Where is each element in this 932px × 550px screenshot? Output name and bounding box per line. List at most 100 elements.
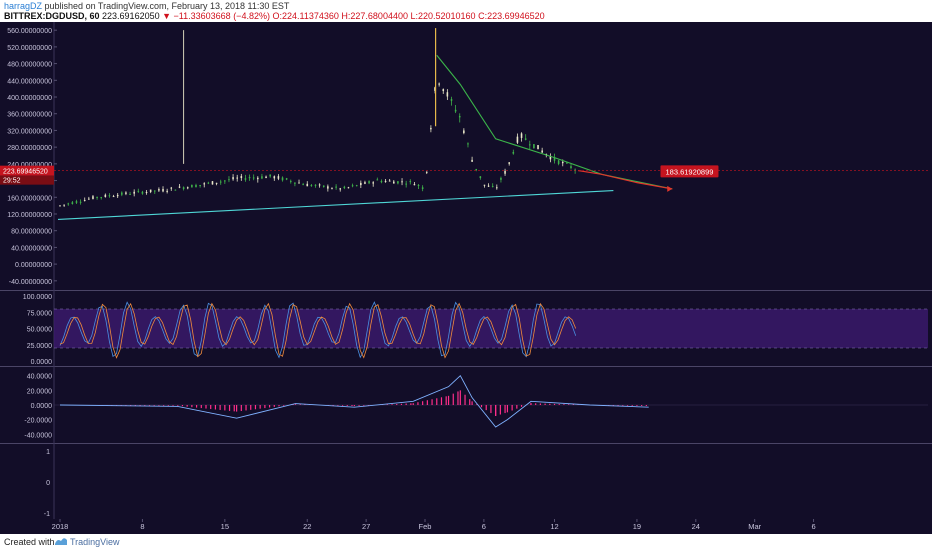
macd-hist-bar	[506, 405, 509, 413]
candle-body	[174, 189, 177, 191]
candle-body	[121, 192, 123, 195]
x-tick-label: 8	[140, 522, 144, 531]
candle-body	[570, 166, 572, 169]
stoch-tick-label: 25.0000	[27, 343, 52, 350]
macd-hist-bar	[278, 405, 280, 407]
candle-body	[421, 187, 424, 190]
macd-hist-bar	[400, 403, 403, 405]
macd-hist-bar	[163, 405, 165, 406]
macd-hist-bar	[391, 404, 393, 405]
macd-hist-bar	[236, 405, 238, 412]
macd-hist-bar	[558, 404, 560, 405]
candle-body	[392, 181, 395, 184]
price-tick-label: 480.00000000	[7, 62, 52, 69]
candle-body	[322, 185, 325, 188]
candle-body	[63, 204, 65, 206]
candle-body	[512, 151, 515, 154]
candle-body	[574, 169, 576, 171]
macd-hist-bar	[469, 399, 471, 405]
tradingview-logo-icon	[55, 538, 67, 545]
last-price: 223.69162050	[102, 11, 160, 21]
candle-body	[162, 188, 164, 192]
candle-body	[186, 187, 189, 189]
macd-hist-bar	[636, 405, 638, 406]
candle-body	[92, 196, 94, 199]
candle-body	[327, 186, 329, 189]
macd-hist-bar	[631, 405, 633, 406]
stoch-k-line	[59, 302, 577, 359]
price-tick-label: 440.00000000	[7, 78, 52, 85]
countdown-label: 29:52	[3, 178, 21, 185]
macd-hist-bar	[539, 403, 541, 405]
macd-hist-bar	[259, 405, 261, 409]
chart-svg[interactable]: 560.00000000 520.00000000 480.00000000 440.…	[0, 22, 932, 534]
candle-body	[454, 109, 457, 112]
candle-body	[149, 189, 152, 193]
candle-body	[277, 176, 280, 179]
candle-body	[458, 116, 461, 118]
candle-body	[446, 92, 449, 97]
x-axis-strip	[0, 519, 932, 534]
candle-body	[236, 177, 239, 179]
macd-hist-bar	[233, 405, 235, 412]
chart-area[interactable]: 560.00000000 520.00000000 480.00000000 440.…	[0, 22, 932, 534]
macd-hist-bar	[148, 405, 151, 406]
candle-body	[524, 138, 527, 140]
x-tick-label: 24	[692, 522, 700, 531]
candle-body	[553, 157, 556, 161]
candle-body	[491, 186, 494, 188]
candle-body	[343, 186, 346, 189]
macd-hist-bar	[254, 405, 257, 410]
candle-body	[182, 187, 185, 189]
macd-hist-bar	[299, 404, 301, 405]
macd-hist-bar	[273, 405, 275, 407]
candle-body	[463, 130, 465, 134]
target-price-tag	[660, 165, 719, 178]
candle-body	[500, 177, 502, 180]
macd-hist-bar	[358, 405, 360, 406]
macd-hist-bar	[214, 405, 217, 410]
macd-hist-bar	[177, 405, 179, 406]
author-name[interactable]: harragDZ	[4, 1, 43, 11]
price-tick-label: 400.00000000	[7, 95, 52, 102]
price-tick-label: 280.00000000	[7, 145, 52, 152]
macd-hist-bar	[544, 403, 546, 405]
macd-hist-bar	[264, 405, 266, 409]
macd-hist-bar	[417, 402, 419, 405]
macd-hist-bar	[495, 405, 497, 416]
macd-hist-bar	[464, 394, 466, 405]
candle-body	[133, 191, 135, 194]
tradingview-brand[interactable]: TradingView	[70, 537, 120, 547]
candle-body	[537, 145, 539, 150]
candle-body	[71, 202, 74, 205]
macd-hist-bar	[549, 403, 551, 405]
macd-hist-bar	[294, 404, 297, 405]
macd-hist-bar	[530, 403, 532, 405]
candle-body	[467, 143, 469, 145]
current-price-label: 223.69946520	[3, 169, 48, 176]
target-price-label: 183.61920899	[665, 167, 713, 176]
macd-hist-bar	[645, 405, 647, 407]
macd-hist-bar	[219, 405, 221, 410]
macd-hist-bar	[268, 405, 271, 408]
stoch-tick-label: 50.0000	[27, 327, 52, 334]
footer-bar: Created with TradingView	[0, 534, 932, 550]
stoch-tick-label: 100.0000	[23, 294, 52, 301]
macd-hist-bar	[386, 404, 388, 405]
symbol-line: BITTREX:DGDUSD, 60 223.69162050 ▼ −11.33…	[4, 11, 545, 22]
down-arrow-icon: ▼	[162, 11, 172, 21]
candle-body	[137, 190, 140, 192]
macd-hist-bar	[568, 404, 570, 405]
candle-body	[88, 198, 90, 200]
candle-body	[96, 196, 98, 198]
macd-hist-bar	[144, 405, 146, 406]
candle-body	[269, 174, 271, 177]
macd-hist-bar	[457, 391, 459, 405]
publish-line: harragDZ published on TradingView.com, F…	[4, 1, 289, 12]
price-tick-label: 360.00000000	[7, 112, 52, 119]
candle-body	[566, 162, 568, 164]
macd-hist-bar	[471, 401, 473, 405]
macd-hist-bar	[181, 405, 184, 407]
macd-hist-bar	[476, 404, 478, 405]
candle-body	[331, 188, 333, 190]
